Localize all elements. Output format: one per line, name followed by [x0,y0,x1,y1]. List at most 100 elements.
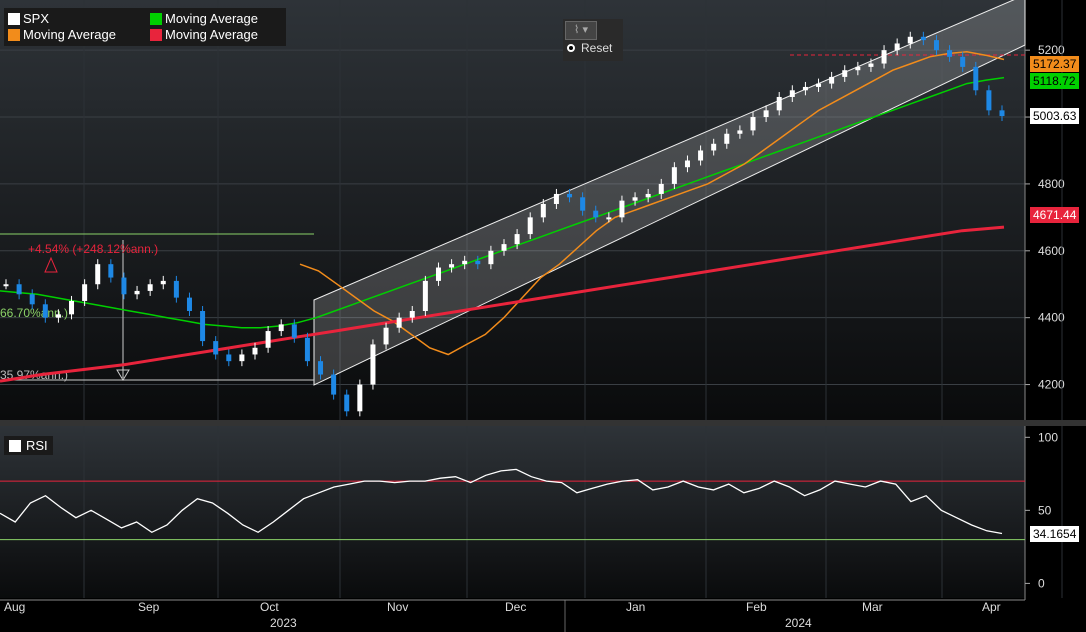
candle-body [855,66,861,71]
reset-label: Reset [581,41,613,55]
year-label: 2024 [785,616,812,630]
price-panel-bg [0,0,1025,420]
reset-radio-icon [567,44,575,52]
candle-body [3,284,9,287]
x-tick-label: Nov [387,600,408,614]
gain-annotation: +4.54% (+248.12%ann.) [28,242,158,256]
rsi-legend[interactable]: RSI [4,436,53,455]
candle-body [82,284,88,301]
candle-body [475,260,481,265]
candle-body [488,250,494,265]
candle-body [16,284,22,295]
candle-body [108,264,114,278]
candle-body [724,133,730,144]
candle-body [553,193,559,204]
candle-body [265,331,271,348]
candle-body [894,43,900,51]
line-chart-icon[interactable]: ⌇ ▾ [565,21,597,40]
candle-body [501,244,507,251]
candle-body [593,210,599,218]
candle-body [331,374,337,395]
legend-item-spx[interactable]: SPX [8,11,140,27]
candle-body [409,310,415,318]
candle-body [527,217,533,235]
candle-body [986,90,992,111]
candle-body [881,50,887,64]
moving-average-line [0,225,1005,383]
candle-body [514,234,520,245]
candle-body [999,110,1005,117]
candle-body [383,327,389,345]
y-tick-label: 4600 [1038,244,1065,258]
rsi-tick-label: 50 [1038,503,1052,517]
candle-body [658,183,664,194]
candle-body [973,66,979,91]
candle-body [540,203,546,218]
legend-swatch [8,29,20,41]
candle-body [920,36,926,41]
candle-body [632,197,638,201]
price-tag-red: 4671.44 [1030,207,1080,223]
x-tick-label: Dec [505,600,526,614]
candle-body [134,290,140,295]
y-tick-label: 4400 [1038,311,1065,325]
candle-body [449,264,455,268]
candle-body [789,90,795,97]
price-tag-green: 5118.72 [1030,73,1079,89]
legend-item-ma-red[interactable]: Moving Average [150,27,282,43]
legend-swatch [8,13,20,25]
candle-body [645,193,651,198]
legend-item-ma-green[interactable]: Moving Average [150,11,282,27]
candle-body [868,63,874,67]
x-tick-label: Apr [982,600,1001,614]
candle-body [213,341,219,355]
legend-swatch [150,29,162,41]
candle-body [42,304,48,318]
candle-body [186,297,192,311]
candle-body [802,86,808,91]
candle-body [750,117,756,131]
year-label: 2023 [270,616,297,630]
trend-channel [313,0,1026,386]
price-tag-rsi: 34.1654 [1030,526,1080,542]
candle-body [69,300,75,315]
candle-body [422,280,428,311]
price-tag-orange: 5172.37 [1030,56,1080,72]
candle-body [567,193,573,198]
legend-label: Moving Average [165,11,258,26]
up-arrow-icon [44,256,58,273]
candle-body [776,96,782,111]
x-tick-label: Mar [862,600,883,614]
x-tick-label: Feb [746,600,767,614]
reset-button[interactable]: Reset [567,41,612,55]
candle-body [29,294,35,305]
candle-body [370,344,376,385]
moving-average-line [299,51,1005,356]
y-tick-label: 5200 [1038,43,1065,57]
candle-body [907,36,913,44]
legend-label: Moving Average [23,27,116,42]
candle-body [684,160,690,168]
legend-label: SPX [23,11,50,26]
rsi-tick-label: 100 [1038,430,1058,444]
candle-body [947,50,953,57]
candle-body [147,284,153,291]
candle-body [829,76,835,84]
candle-body [698,150,704,161]
candle-body [304,337,310,362]
x-tick-label: Oct [260,600,279,614]
candle-body [619,200,625,218]
candle-body [252,347,258,355]
price-tag-last: 5003.63 [1030,108,1080,124]
candle-body [842,70,848,77]
candle-body [435,267,441,281]
rsi-label: RSI [26,438,48,453]
candle-body [278,324,284,332]
x-tick-label: Jan [626,600,645,614]
rsi-panel-bg [0,426,1025,598]
legend-swatch [150,13,162,25]
candle-body [711,143,717,151]
legend-item-ma-orange[interactable]: Moving Average [8,27,140,43]
chart-toolbar: ⌇ ▾ Reset [563,19,623,61]
